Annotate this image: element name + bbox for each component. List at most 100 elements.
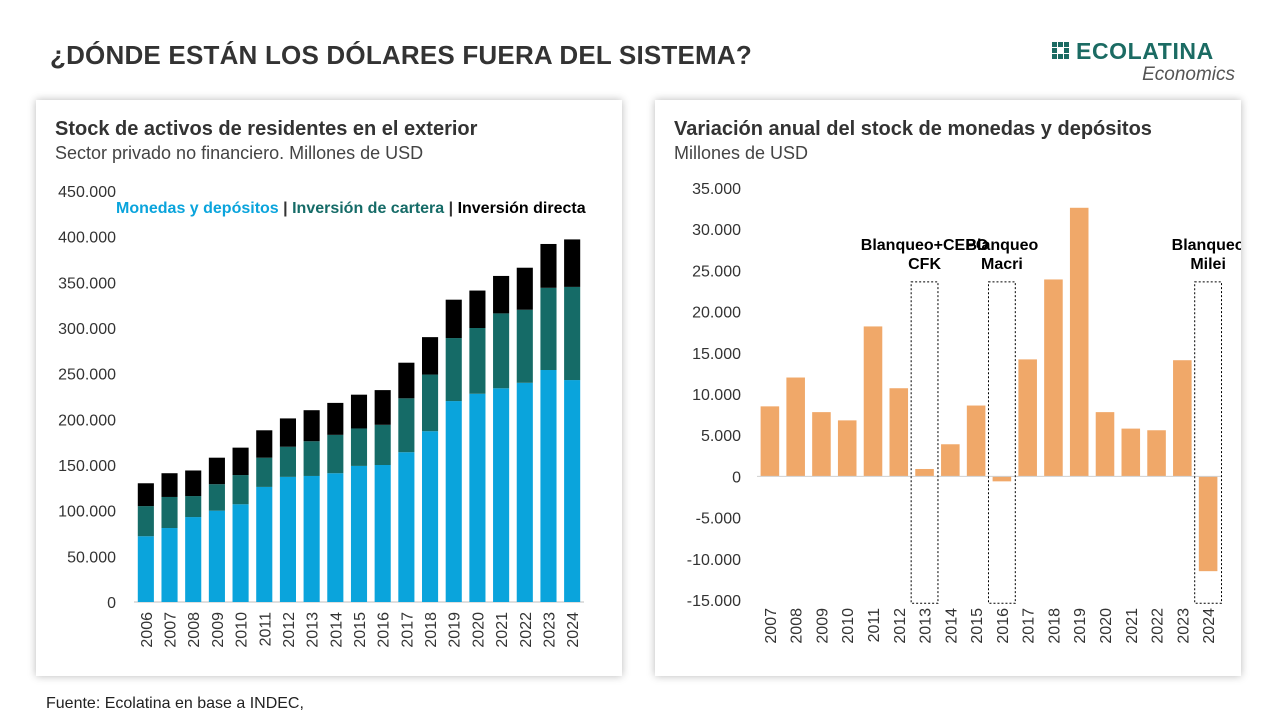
stacked-bar-chart: 0 50.000 100.000 150.000 200.000 250.000 300.0… bbox=[58, 184, 584, 648]
right-chart-panel: Variación anual del stock de monedas y d… bbox=[655, 100, 1241, 676]
y-tick-label: 150.000 bbox=[58, 458, 116, 475]
y-tick-label: 20.000 bbox=[692, 305, 741, 322]
bar-segment bbox=[493, 313, 510, 389]
x-tick-label: 2020 bbox=[470, 612, 487, 648]
y-tick-label: 250.000 bbox=[58, 367, 116, 384]
bar-segment bbox=[327, 473, 344, 602]
annotation-label: Blanqueo+CEPO bbox=[861, 237, 989, 254]
x-tick-label: 2021 bbox=[1124, 608, 1141, 644]
bar-segment bbox=[256, 486, 273, 602]
annotation-label: Blanqueo bbox=[1172, 237, 1241, 254]
x-tick-label: 2018 bbox=[1046, 608, 1063, 644]
bar-segment bbox=[185, 496, 202, 518]
x-tick-label: 2019 bbox=[447, 612, 464, 648]
x-tick-label: 2024 bbox=[1201, 608, 1218, 644]
logo-grid-icon bbox=[1052, 42, 1070, 60]
x-tick-label: 2011 bbox=[866, 608, 883, 643]
page-title: ¿DÓNDE ESTÁN LOS DÓLARES FUERA DEL SISTE… bbox=[50, 40, 752, 70]
bar bbox=[786, 377, 805, 477]
bar-segment bbox=[469, 393, 486, 602]
x-tick-label: 2015 bbox=[352, 612, 369, 648]
x-tick-label: 2024 bbox=[565, 612, 582, 648]
bar bbox=[1121, 428, 1141, 477]
y-tick-label: 350.000 bbox=[58, 275, 116, 292]
bar-segment bbox=[161, 528, 178, 602]
bar bbox=[812, 412, 831, 477]
bar-segment bbox=[232, 447, 249, 476]
y-tick-label: 0 bbox=[107, 595, 116, 612]
bar-segment bbox=[564, 239, 581, 287]
x-tick-label: 2022 bbox=[1150, 608, 1167, 644]
x-tick-label: 2018 bbox=[423, 612, 440, 648]
right-chart-title: Variación anual del stock de monedas y d… bbox=[674, 118, 1152, 140]
legend-directa: Inversión directa bbox=[457, 200, 586, 217]
annotation-box bbox=[987, 281, 1016, 604]
bar-segment bbox=[185, 517, 202, 602]
bar bbox=[1198, 476, 1218, 572]
x-tick-label: 2010 bbox=[840, 608, 857, 644]
x-tick-label: 2016 bbox=[995, 608, 1012, 644]
bar-segment bbox=[398, 362, 415, 399]
bar-segment bbox=[279, 418, 296, 447]
bar-segment bbox=[232, 504, 249, 602]
x-tick-label: 2021 bbox=[494, 612, 511, 648]
bar bbox=[760, 406, 780, 477]
annotation-label: Macri bbox=[981, 256, 1023, 273]
bar bbox=[1069, 207, 1089, 477]
bar-segment bbox=[445, 299, 462, 339]
bar-segment bbox=[303, 441, 320, 476]
x-tick-label: 2014 bbox=[328, 612, 345, 648]
left-chart-legend: Monedas y depósitos | Inversión de carte… bbox=[116, 200, 586, 218]
bar-segment bbox=[445, 338, 462, 402]
bar-segment bbox=[232, 475, 249, 505]
x-tick-label: 2016 bbox=[376, 612, 393, 648]
x-tick-label: 2013 bbox=[918, 608, 935, 644]
x-tick-label: 2023 bbox=[541, 612, 558, 648]
bar-segment bbox=[137, 536, 154, 602]
bar-segment bbox=[303, 475, 320, 602]
x-tick-label: 2017 bbox=[1021, 608, 1038, 644]
x-tick-label: 2012 bbox=[892, 608, 909, 644]
x-tick-label: 2006 bbox=[139, 612, 156, 648]
bar bbox=[966, 405, 986, 477]
logo-name: ECOLATINA bbox=[1076, 38, 1214, 64]
x-tick-label: 2019 bbox=[1072, 608, 1089, 644]
left-chart-subtitle: Sector privado no financiero. Millones d… bbox=[55, 143, 424, 163]
bar bbox=[915, 468, 934, 477]
annotation-box bbox=[1194, 281, 1223, 604]
bar bbox=[941, 444, 960, 477]
bar-segment bbox=[256, 430, 273, 458]
bar-segment bbox=[540, 287, 557, 371]
bar-segment bbox=[185, 470, 202, 497]
bar-segment bbox=[516, 309, 533, 383]
x-tick-label: 2010 bbox=[234, 612, 251, 648]
bar-segment bbox=[445, 401, 462, 602]
y-tick-label: -15.000 bbox=[687, 593, 741, 610]
bar-segment bbox=[256, 457, 273, 487]
bar-segment bbox=[398, 452, 415, 602]
annotation-label: Milei bbox=[1190, 256, 1226, 273]
bar-segment bbox=[350, 465, 368, 602]
bar-segment bbox=[279, 476, 296, 602]
bar-segment bbox=[208, 484, 225, 511]
bar bbox=[889, 388, 909, 477]
bar-segment bbox=[493, 388, 510, 602]
y-tick-label: -10.000 bbox=[687, 552, 741, 569]
y-tick-label: 30.000 bbox=[692, 222, 741, 239]
y-tick-label: 0 bbox=[732, 469, 741, 486]
y-tick-label: 450.000 bbox=[58, 184, 116, 201]
bar-segment bbox=[374, 465, 391, 602]
bar-segment bbox=[350, 394, 368, 429]
x-tick-label: 2015 bbox=[969, 608, 986, 644]
y-tick-label: 300.000 bbox=[58, 321, 116, 338]
left-chart-title: Stock de activos de residentes en el ext… bbox=[55, 118, 478, 140]
y-tick-label: 15.000 bbox=[692, 346, 741, 363]
bar-segment bbox=[303, 410, 320, 442]
bar bbox=[1095, 412, 1115, 477]
x-tick-label: 2009 bbox=[814, 608, 831, 644]
y-tick-label: 5.000 bbox=[701, 428, 741, 445]
bar bbox=[1044, 279, 1063, 477]
logo-subtitle: Economics bbox=[1142, 64, 1235, 85]
x-tick-label: 2013 bbox=[305, 612, 322, 648]
bar-segment bbox=[422, 431, 439, 602]
